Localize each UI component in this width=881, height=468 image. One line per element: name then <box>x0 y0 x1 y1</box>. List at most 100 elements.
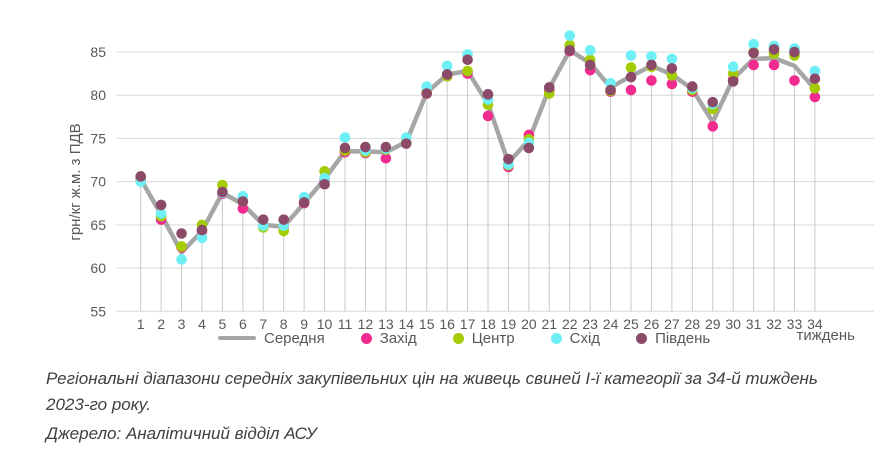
x-tick-label: 34 <box>807 316 823 332</box>
x-tick-label: 13 <box>378 316 394 332</box>
series-layer <box>135 30 821 265</box>
west-point <box>789 75 800 86</box>
x-tick-label: 6 <box>239 316 247 332</box>
east-point <box>176 254 187 265</box>
south-point <box>544 82 555 93</box>
south-point <box>360 141 371 153</box>
west-point <box>809 91 821 103</box>
x-tick-label: 5 <box>219 316 227 332</box>
gridline-layer <box>116 51 874 312</box>
x-tick-label: 18 <box>480 316 496 332</box>
x-tick-label: 33 <box>787 316 803 332</box>
south-point <box>421 88 433 99</box>
south-point <box>400 138 412 149</box>
x-tick-label: 29 <box>705 316 721 332</box>
east-point <box>155 208 167 219</box>
caption-text: Регіональні діапазони середніх закупівел… <box>46 369 818 415</box>
east-point <box>339 132 351 143</box>
west-point <box>646 75 657 86</box>
south-point <box>482 89 494 100</box>
x-tick-label: 15 <box>419 316 435 332</box>
east-point <box>564 30 576 41</box>
east-point <box>727 61 739 72</box>
legend-dot-swatch <box>550 332 562 344</box>
y-tick-label: 55 <box>90 303 106 319</box>
south-point <box>441 69 453 80</box>
y-tick-label: 65 <box>90 217 106 233</box>
x-tick-label: 27 <box>664 316 680 332</box>
east-point <box>196 232 208 244</box>
south-point <box>217 186 228 198</box>
x-tick-label: 31 <box>746 316 762 332</box>
x-tick-label: 16 <box>439 316 455 332</box>
south-point <box>503 153 514 165</box>
west-point <box>380 153 392 164</box>
south-point <box>646 59 657 71</box>
south-point <box>462 54 473 66</box>
south-point <box>155 199 167 211</box>
south-point <box>339 142 351 154</box>
x-tick-label: 24 <box>603 316 619 332</box>
average-line <box>138 48 818 255</box>
south-point <box>748 47 759 59</box>
legend-item-east: Схід <box>550 329 601 347</box>
south-point <box>768 44 780 55</box>
y-tick-label: 60 <box>90 260 106 276</box>
legend-dot-swatch <box>360 332 372 344</box>
x-tick-label: 22 <box>562 316 578 332</box>
legend-dot-swatch <box>452 332 464 344</box>
south-point <box>135 171 146 182</box>
legend-item-south: Південь <box>636 330 710 347</box>
south-point <box>278 214 290 225</box>
south-point <box>789 46 800 58</box>
x-tick-label: 2 <box>157 316 165 332</box>
south-point <box>605 84 616 96</box>
center-point <box>625 62 637 73</box>
x-tick-label: 9 <box>300 316 308 332</box>
south-point <box>196 224 208 236</box>
legend-label: Південь <box>655 329 711 347</box>
south-point <box>298 197 310 208</box>
west-point <box>625 84 637 96</box>
west-point <box>666 78 678 90</box>
chart-legend: Середня Захід Центр Схід Південь тиждень <box>0 326 881 350</box>
x-tick-label: 20 <box>521 316 537 332</box>
legend-label: Схід <box>569 329 601 347</box>
south-point <box>319 178 330 190</box>
y-tick-label: 85 <box>90 44 106 60</box>
x-tick-label: 25 <box>623 316 639 332</box>
y-tick-label: 80 <box>90 87 106 103</box>
x-tick-label: 8 <box>280 316 288 332</box>
south-point <box>237 196 249 207</box>
south-point <box>727 76 739 87</box>
legend-dot-swatch <box>636 332 648 344</box>
south-point <box>584 59 596 71</box>
south-point <box>380 141 392 153</box>
x-tick-label: 3 <box>178 316 186 332</box>
legend-label: Захід <box>379 329 417 347</box>
south-point <box>809 73 821 85</box>
west-point <box>707 121 719 132</box>
figure-caption: Регіональні діапазони середніх закупівел… <box>46 366 836 447</box>
south-point <box>176 228 187 239</box>
south-point <box>666 63 678 74</box>
x-tick-label: 1 <box>137 316 145 332</box>
legend-label: Середня <box>264 329 325 347</box>
x-tick-label: 23 <box>582 316 598 332</box>
south-point <box>687 81 698 92</box>
x-axis-label: тиждень <box>796 327 855 344</box>
east-point <box>625 50 637 61</box>
east-point <box>646 51 657 62</box>
x-tick-label: 4 <box>198 316 206 332</box>
x-tick-label: 14 <box>399 316 415 332</box>
x-tick-label: 26 <box>644 316 660 332</box>
legend-label: Центр <box>471 329 515 347</box>
center-point <box>462 65 473 77</box>
legend-item-average: Середня <box>218 330 325 347</box>
south-point <box>625 71 637 83</box>
legend-item-center: Центр <box>452 329 515 347</box>
x-tick-label: 30 <box>725 316 741 332</box>
